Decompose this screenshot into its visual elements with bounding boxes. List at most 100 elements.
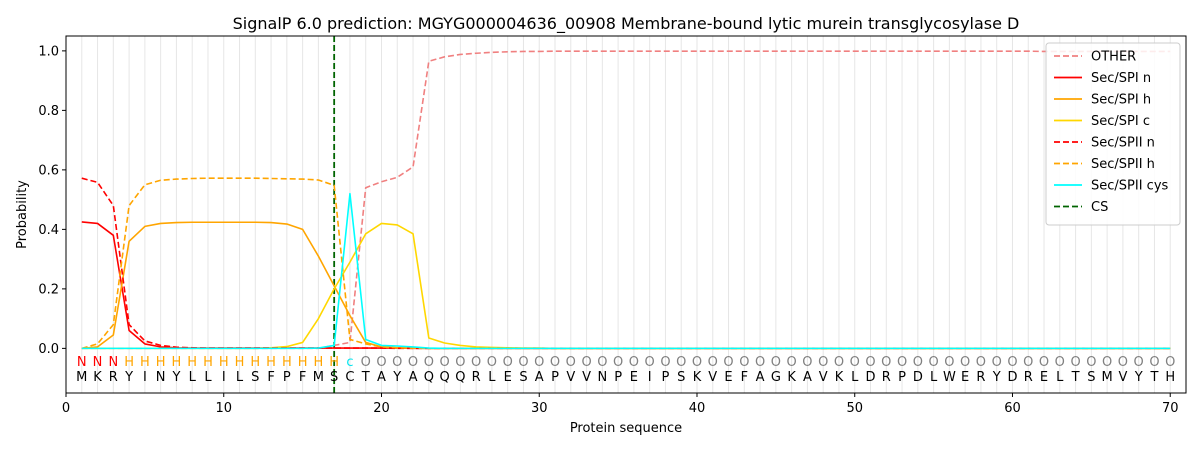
legend-label: Sec/SPII n [1091, 136, 1155, 151]
region-label: O [392, 355, 402, 370]
region-label: O [581, 355, 591, 370]
region-label: O [1118, 355, 1128, 370]
x-tick-label: 60 [1004, 401, 1021, 416]
sequence-residue: F [741, 370, 748, 385]
y-axis-ticks: 0.0 0.2 0.4 0.6 0.8 1.0 [38, 44, 66, 357]
sequence-residue: E [504, 370, 512, 385]
sequence-residue: D [913, 370, 923, 385]
region-label: O [1070, 355, 1080, 370]
sequence-residue: M [1102, 370, 1113, 385]
sequence-residue: Y [392, 370, 401, 385]
region-label: H [203, 355, 213, 370]
region-label: O [708, 355, 718, 370]
region-label: O [503, 355, 513, 370]
sequence-residue: A [756, 370, 765, 385]
y-axis-label: Probability [15, 180, 30, 249]
region-label: N [108, 355, 118, 370]
sequence-residue: S [1087, 370, 1095, 385]
legend-label: Sec/SPI c [1091, 114, 1150, 129]
sequence-residue: E [961, 370, 969, 385]
sequence-residue: V [566, 370, 575, 385]
sequence-residue: I [648, 370, 652, 385]
region-label: O [850, 355, 860, 370]
legend-label: CS [1091, 200, 1108, 215]
region-label: O [692, 355, 702, 370]
series-line-sec-spii-n [81, 177, 1171, 350]
series-line-sec-spii-h [81, 177, 1171, 350]
region-label: O [992, 355, 1002, 370]
sequence-residue: F [299, 370, 306, 385]
region-label: H [172, 355, 182, 370]
region-label: O [976, 355, 986, 370]
sequence-residue: V [819, 370, 828, 385]
sequence-residue: L [930, 370, 938, 385]
sequence-residue: S [251, 370, 259, 385]
region-label: O [897, 355, 907, 370]
sequence-residue: Q [439, 370, 449, 385]
sequence-residue: Y [1134, 370, 1143, 385]
sequence-residue: A [377, 370, 386, 385]
sequence-residue: A [535, 370, 544, 385]
sequence-residue: I [222, 370, 226, 385]
region-label: O [755, 355, 765, 370]
sequence-residue: Y [124, 370, 133, 385]
sequence-residue: P [662, 370, 670, 385]
region-label: O [1134, 355, 1144, 370]
sequence-residue: Q [424, 370, 434, 385]
legend-label: OTHER [1091, 50, 1136, 65]
sequence-residue: T [1071, 370, 1080, 385]
sequence-residue: K [93, 370, 102, 385]
region-label: O [1149, 355, 1159, 370]
series-layer [81, 50, 1171, 350]
region-label: O [424, 355, 434, 370]
legend: OTHER Sec/SPI n Sec/SPI h Sec/SPI c Sec/SPII… [1045, 42, 1181, 226]
sequence-residue: K [693, 370, 702, 385]
x-tick-label: 40 [689, 401, 706, 416]
region-label: O [1086, 355, 1096, 370]
region-label: O [834, 355, 844, 370]
region-label: O [645, 355, 655, 370]
region-label: O [566, 355, 576, 370]
sequence-residue: L [204, 370, 212, 385]
sequence-residue: L [1056, 370, 1064, 385]
sequence-residue: R [472, 370, 481, 385]
region-label: c [346, 355, 353, 370]
region-label: O [534, 355, 544, 370]
region-label: O [771, 355, 781, 370]
sequence-residue: D [1007, 370, 1017, 385]
legend-label: Sec/SPII cys [1091, 179, 1169, 194]
y-tick-label: 0.0 [38, 342, 59, 357]
region-label: O [1039, 355, 1049, 370]
legend-label: Sec/SPII h [1091, 157, 1155, 172]
sequence-residue: G [771, 370, 781, 385]
sequence-residue: S [519, 370, 527, 385]
region-label: O [928, 355, 938, 370]
sequence-residue: I [143, 370, 147, 385]
y-tick-label: 0.8 [38, 104, 59, 119]
sequence-layer: MNKNRNYHIHNHYHLHLHIHLHSHFHPHFHMHSHCcTOAO… [76, 355, 1175, 385]
region-label: O [723, 355, 733, 370]
region-label: H [298, 355, 308, 370]
region-label: O [881, 355, 891, 370]
series-line-sec-spi-n [81, 221, 1171, 350]
y-tick-label: 1.0 [38, 44, 59, 59]
region-label: H [314, 355, 324, 370]
sequence-residue: N [156, 370, 166, 385]
sequence-residue: L [236, 370, 244, 385]
region-label: O [1165, 355, 1175, 370]
sequence-residue: L [189, 370, 197, 385]
sequence-residue: V [708, 370, 717, 385]
sequence-residue: S [330, 370, 338, 385]
region-label: O [1102, 355, 1112, 370]
y-tick-label: 0.6 [38, 163, 59, 178]
sequence-residue: K [835, 370, 844, 385]
region-label: O [376, 355, 386, 370]
series-line-sec-spii-cys [81, 192, 1171, 350]
legend-box [1045, 42, 1181, 226]
y-tick-label: 0.2 [38, 282, 59, 297]
sequence-residue: V [582, 370, 591, 385]
region-label: O [597, 355, 607, 370]
sequence-residue: M [76, 370, 87, 385]
